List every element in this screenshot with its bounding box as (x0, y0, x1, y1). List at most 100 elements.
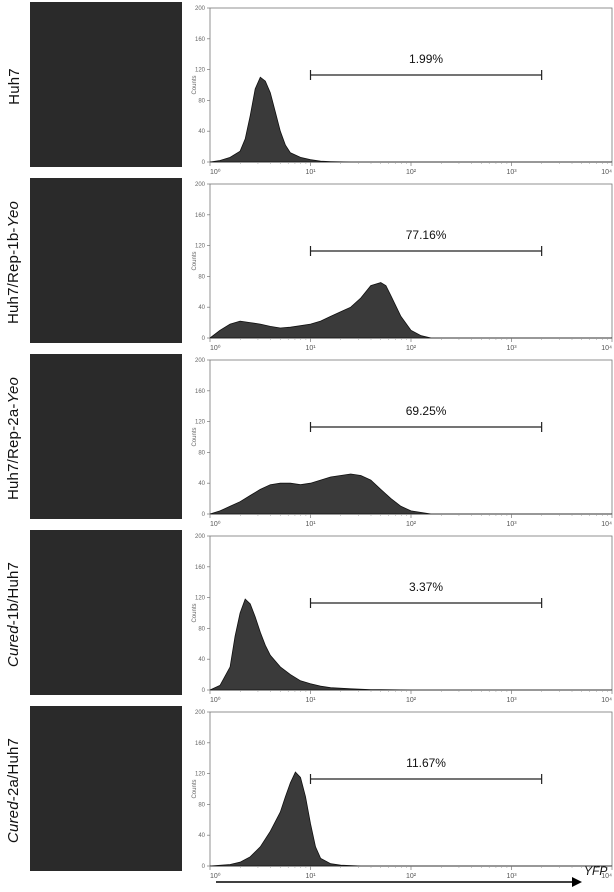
x-tick-label: 10³ (506, 873, 517, 880)
y-axis-label: Counts (192, 603, 198, 622)
y-tick-label: 0 (202, 512, 206, 518)
yfp-axis-arrow (216, 877, 582, 887)
y-tick-label: 80 (198, 626, 205, 632)
y-tick-label: 120 (195, 772, 206, 778)
panel-row-3: Huh7/Rep-2a-Yeo 0 40 80 120 160 200 Counts 10⁰ 10… (0, 354, 614, 528)
microscopy-image (30, 2, 182, 167)
panel-row-4: Cured-1b/Huh7 0 40 80 120 160 200 Counts 10⁰ 10¹ 1… (0, 530, 614, 704)
x-tick-label: 10³ (506, 345, 517, 352)
row-label-text: Cured-1b/Huh7 (6, 561, 23, 666)
y-axis-label: Counts (192, 427, 198, 446)
x-tick-label: 10³ (506, 697, 517, 704)
y-tick-label: 40 (198, 305, 205, 311)
histogram-area (209, 771, 612, 867)
y-tick-label: 200 (195, 358, 206, 364)
x-tick-label: 10² (406, 169, 417, 176)
row-label: Huh7 (0, 2, 28, 170)
row-label: Huh7/Rep-1b-Yeo (0, 178, 28, 346)
histogram-area (208, 282, 612, 339)
x-tick-label: 10¹ (305, 873, 316, 880)
y-tick-label: 80 (198, 802, 205, 808)
x-tick-label: 10⁰ (210, 344, 221, 352)
x-axis-label: YFP (584, 864, 608, 878)
x-tick-label: 10⁰ (210, 168, 221, 176)
microscopy-image (30, 706, 182, 871)
row-label-italic: Yeo (5, 200, 23, 227)
x-tick-label: 10⁴ (601, 873, 612, 880)
y-tick-label: 80 (198, 450, 205, 456)
flow-histogram: 0 40 80 120 160 200 Counts 10⁰ 10¹ 10² 10³ 10⁴ 77.16… (188, 178, 614, 356)
plot-frame (209, 183, 613, 339)
histogram-svg: 0 40 80 120 160 200 Counts 10⁰ 10¹ 10² 10³ 10⁴ 1.99% (192, 6, 613, 176)
gate-percent-label: 1.99% (409, 52, 443, 66)
gate-percent-label: 11.67% (406, 756, 446, 770)
x-tick-label: 10⁰ (210, 696, 221, 704)
row-label-italic: Cured (5, 800, 23, 843)
y-tick-label: 120 (195, 596, 206, 602)
histogram-area (209, 76, 612, 163)
x-tick-label: 10¹ (305, 169, 316, 176)
microscopy-image (30, 354, 182, 519)
y-tick-label: 0 (202, 688, 206, 694)
histogram-svg: 0 40 80 120 160 200 Counts 10⁰ 10¹ 10² 10³ 10⁴ 3.37% (192, 534, 613, 704)
histogram-svg: 0 40 80 120 160 200 Counts 10⁰ 10¹ 10² 10³ 10⁴ 77.16… (192, 182, 613, 352)
y-tick-label: 120 (195, 68, 206, 74)
y-axis-label: Counts (192, 779, 198, 798)
x-tick-label: 10¹ (305, 345, 316, 352)
x-tick-label: 10⁴ (601, 345, 612, 352)
x-tick-label: 10⁰ (210, 872, 221, 880)
y-tick-label: 160 (195, 213, 206, 219)
y-tick-label: 0 (202, 864, 206, 870)
row-label-suffix: -1b/Huh7 (5, 561, 23, 625)
row-label: Cured-2a/Huh7 (0, 706, 28, 874)
y-axis-label: Counts (192, 251, 198, 270)
y-tick-label: 200 (195, 534, 206, 540)
histogram-area (209, 598, 612, 691)
y-tick-label: 160 (195, 37, 206, 43)
y-axis-label: Counts (192, 75, 198, 94)
y-tick-label: 160 (195, 741, 206, 747)
panel-row-5: Cured-2a/Huh7 0 40 80 120 160 200 Counts 10⁰ 10¹ 1… (0, 706, 614, 880)
panel-row-1: Huh7 0 40 80 120 160 200 Counts 10⁰ 10¹ 10² 10³ 10⁴ 1… (0, 2, 614, 176)
row-label-plain: Huh7/Rep-1b- (5, 226, 23, 324)
row-label-text: Huh7 (6, 68, 23, 105)
row-label-italic: Yeo (5, 376, 23, 403)
x-tick-label: 10⁴ (601, 169, 612, 176)
x-tick-label: 10¹ (305, 697, 316, 704)
flow-histogram: 0 40 80 120 160 200 Counts 10⁰ 10¹ 10² 10³ 10⁴ 1.99% (188, 2, 614, 180)
histogram-svg: 0 40 80 120 160 200 Counts 10⁰ 10¹ 10² 10³ 10⁴ 11.67… (192, 710, 613, 880)
y-tick-label: 160 (195, 389, 206, 395)
microscopy-image (30, 530, 182, 695)
y-tick-label: 40 (198, 129, 205, 135)
y-tick-label: 40 (198, 481, 205, 487)
gate-percent-label: 3.37% (409, 580, 443, 594)
y-tick-label: 80 (198, 98, 205, 104)
flow-histogram: 0 40 80 120 160 200 Counts 10⁰ 10¹ 10² 10³ 10⁴ 11.67… (188, 706, 614, 884)
row-label-text: Huh7/Rep-1b-Yeo (6, 200, 23, 323)
row-label: Cured-1b/Huh7 (0, 530, 28, 698)
panel-row-2: Huh7/Rep-1b-Yeo 0 40 80 120 160 200 Counts 10⁰ 10… (0, 178, 614, 352)
row-label-plain: Huh7 (5, 67, 23, 105)
x-tick-label: 10³ (506, 521, 517, 528)
y-tick-label: 200 (195, 6, 206, 12)
x-tick-label: 10⁰ (210, 520, 221, 528)
flow-histogram: 0 40 80 120 160 200 Counts 10⁰ 10¹ 10² 10³ 10⁴ 69.25… (188, 354, 614, 532)
histogram-svg: 0 40 80 120 160 200 Counts 10⁰ 10¹ 10² 10³ 10⁴ 69.25… (192, 358, 613, 528)
microscopy-image (30, 178, 182, 343)
histogram-area (209, 473, 612, 515)
y-tick-label: 0 (202, 160, 206, 166)
x-tick-label: 10⁴ (601, 521, 612, 528)
y-tick-label: 40 (198, 657, 205, 663)
y-tick-label: 80 (198, 274, 205, 280)
x-tick-label: 10² (406, 697, 417, 704)
y-tick-label: 120 (195, 244, 206, 250)
y-tick-label: 120 (195, 420, 206, 426)
x-tick-label: 10³ (506, 169, 517, 176)
y-tick-label: 200 (195, 710, 206, 716)
y-tick-label: 40 (198, 833, 205, 839)
x-tick-label: 10⁴ (601, 697, 612, 704)
x-tick-label: 10² (406, 521, 417, 528)
flow-histogram: 0 40 80 120 160 200 Counts 10⁰ 10¹ 10² 10³ 10⁴ 3.37% (188, 530, 614, 708)
row-label-suffix: -2a/Huh7 (5, 737, 23, 801)
gate-percent-label: 77.16% (406, 228, 447, 242)
